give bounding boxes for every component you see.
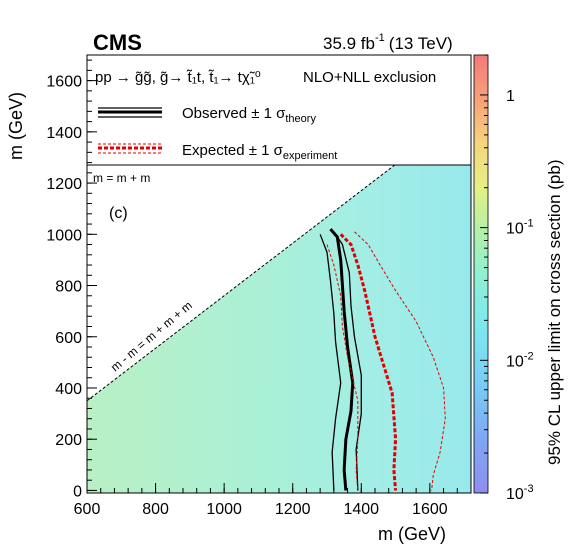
y-tick-label: 1000 — [46, 227, 82, 244]
legend-observed-label: Observed ± 1 σtheory — [182, 105, 316, 125]
x-tick-label: 1600 — [412, 501, 448, 518]
legend-expected-label: Expected ± 1 σexperiment — [182, 142, 337, 162]
panel-label: (c) — [109, 205, 128, 222]
y-tick-label: 800 — [55, 279, 82, 296]
x-tick-label: 1400 — [343, 501, 379, 518]
x-tick-label: 1200 — [275, 501, 311, 518]
z-tick-label: 1 — [506, 88, 515, 105]
x-axis: 600 800 1000 1200 1400 1600 — [74, 483, 472, 518]
y-tick-label: 0 — [73, 483, 82, 500]
y-axis: 0 200 400 600 800 1000 1200 1400 1600 — [46, 59, 97, 500]
contour-expected — [339, 233, 398, 491]
color-scale-bar — [473, 54, 489, 494]
y-tick-label: 1600 — [46, 74, 82, 91]
x-tick-label: 600 — [74, 501, 101, 518]
z-tick-label: 10-3 — [506, 483, 534, 503]
kinematic-boundary-line — [86, 106, 472, 402]
x-tick-label: 800 — [142, 501, 169, 518]
color-scale-axis: 10-3 10-2 10-1 1 — [480, 54, 534, 503]
lumi-label: 35.9 fb-1 (13 TeV) — [323, 32, 453, 53]
contour-observed — [329, 228, 355, 491]
exclusion-label: NLO+NLL exclusion — [303, 69, 436, 86]
x-axis-title: m (GeV) — [378, 524, 446, 544]
process-label: pp → g̃g̃, g̃→ t̃₁t, t̃₁→ tχ̃₁⁰ — [95, 69, 261, 86]
heatmap-fill — [87, 106, 471, 493]
z-tick-label: 10-2 — [506, 350, 534, 370]
experiment-label: CMS — [93, 30, 142, 55]
y-tick-label: 200 — [55, 432, 82, 449]
constraint-label: m = m + m — [93, 171, 150, 185]
legend: pp → g̃g̃, g̃→ t̃₁t, t̃₁→ tχ̃₁⁰ NLO+NLL … — [86, 54, 472, 166]
y-axis-title: m (GeV) — [6, 92, 26, 160]
z-tick-label: 10-1 — [506, 218, 534, 238]
contour-observed-minus — [319, 234, 342, 491]
y-tick-label: 600 — [55, 330, 82, 347]
z-axis-title: 95% CL upper limit on cross section (pb) — [545, 159, 564, 465]
y-tick-label: 400 — [55, 381, 82, 398]
exclusion-contours — [319, 228, 446, 491]
y-tick-label: 1200 — [46, 176, 82, 193]
contour-expected-minus — [326, 244, 359, 491]
y-tick-label: 1400 — [46, 125, 82, 142]
x-tick-label: 1000 — [206, 501, 242, 518]
